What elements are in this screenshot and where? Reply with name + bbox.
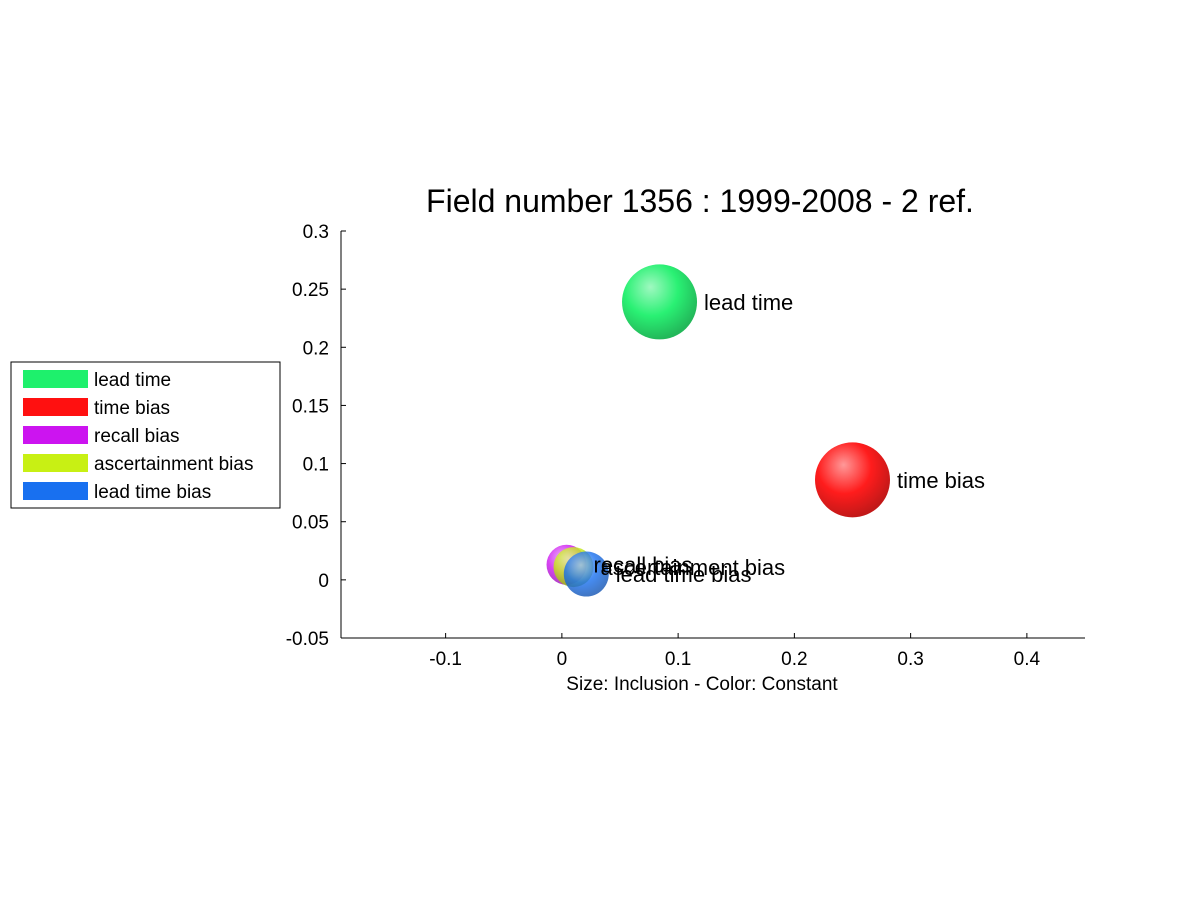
legend-label: lead time bias [94,482,211,503]
legend-swatch [23,370,88,388]
x-tick-label: -0.1 [429,649,462,670]
x-tick-label: 0.2 [781,649,807,670]
bubble-label: recall bias [594,553,693,578]
y-tick-label: 0.05 [292,513,329,534]
legend-swatch [23,454,88,472]
legend-items: lead time time bias recall bias ascertainme… [23,370,253,503]
x-axis-label: Size: Inclusion - Color: Constant [566,674,838,695]
y-tick-label: 0.3 [303,222,329,243]
bubble-labels: lead time time bias recall biasascertainme… [594,290,986,587]
legend-label: lead time [94,370,171,391]
legend-swatch [23,426,88,444]
y-tick-label: 0.15 [292,396,329,417]
bubble-label: lead time [704,290,793,315]
legend-label: ascertainment bias [94,454,253,475]
axes: -0.05 0 0.05 0.1 0.15 0.2 0.25 0.3 -0.1 0 0.1 0.2 0… [286,222,1085,670]
y-tick-label: 0.25 [292,280,329,301]
legend-label: recall bias [94,426,180,447]
x-tick-label: 0.3 [897,649,923,670]
x-tick-label: 0.1 [665,649,691,670]
y-tick-label: 0.1 [303,455,329,476]
bubble-label: lead time bias [616,562,752,587]
x-tick-label: 0.4 [1014,649,1041,670]
bubble-label: time bias [897,468,985,493]
y-tick-label: 0 [318,571,329,592]
x-ticks: -0.1 0 0.1 0.2 0.3 0.4 [429,633,1041,670]
chart-title: Field number 1356 : 1999-2008 - 2 ref. [426,183,974,219]
y-tick-label: -0.05 [286,629,329,650]
x-tick-label: 0 [557,649,568,670]
bubble-point [622,264,698,340]
y-ticks: -0.05 0 0.05 0.1 0.15 0.2 0.25 0.3 [286,222,346,650]
y-tick-label: 0.2 [303,338,329,359]
legend-swatch [23,398,88,416]
bubble-label: ascertainment bias [601,555,786,580]
legend-swatch [23,482,88,500]
bubble-point [815,442,890,518]
legend: lead time time bias recall bias ascertainme… [10,361,281,509]
bubbles [546,264,890,597]
bubble-point [563,551,609,597]
legend-label: time bias [94,398,170,419]
